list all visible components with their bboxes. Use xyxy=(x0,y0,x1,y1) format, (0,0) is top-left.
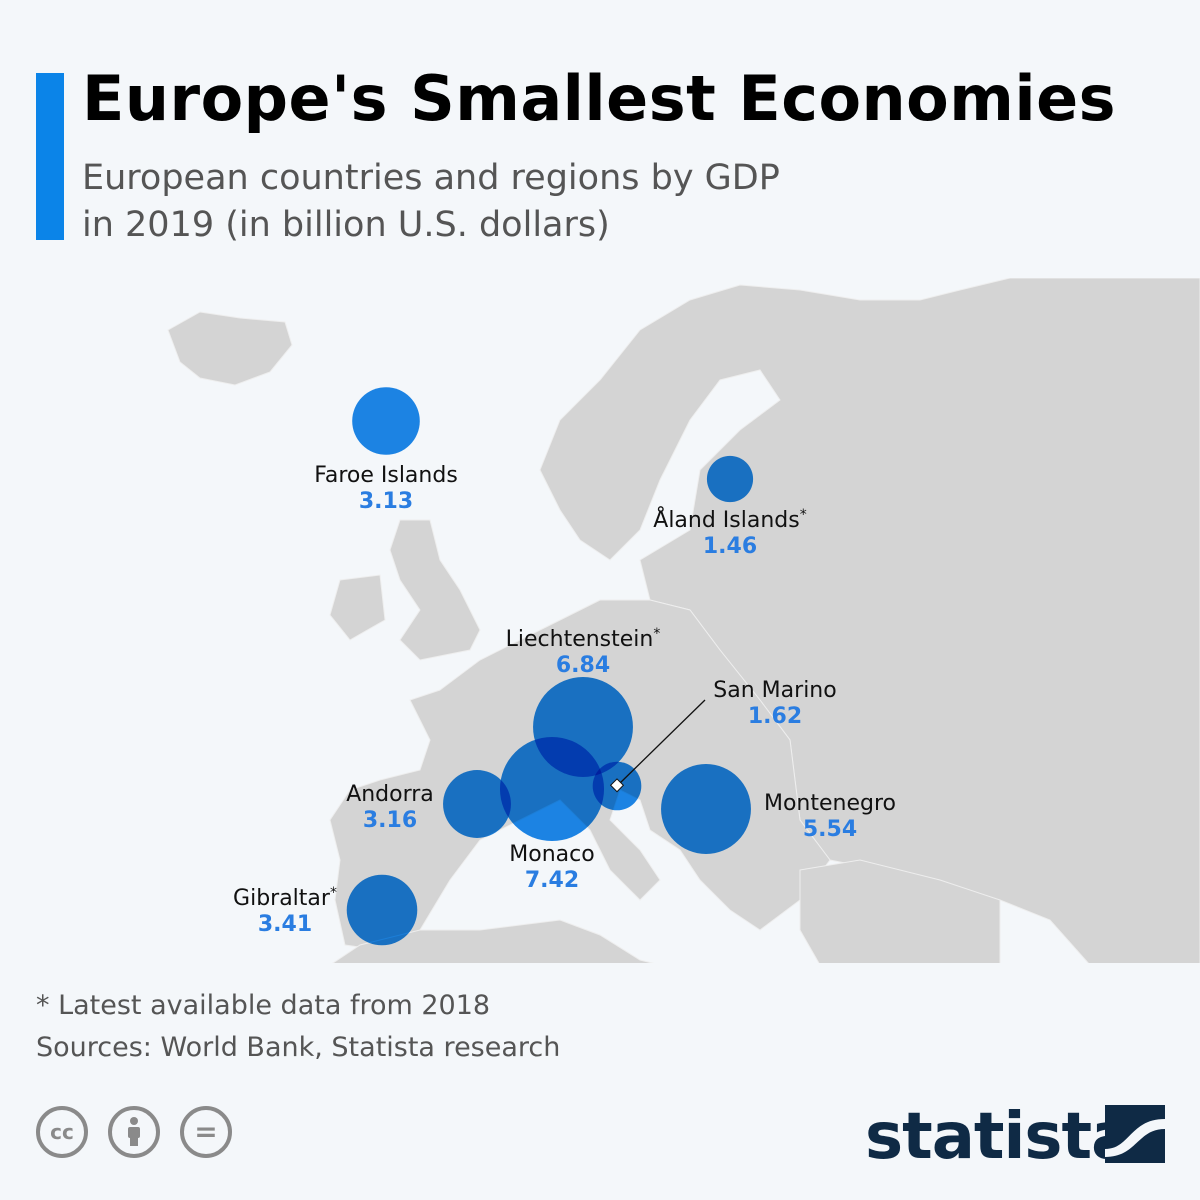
no-derivatives-icon[interactable]: = xyxy=(180,1106,232,1158)
value-faroe-islands: 3.13 xyxy=(359,489,413,514)
uk xyxy=(389,519,481,661)
label-montenegro: Montenegro xyxy=(764,791,896,816)
bubbles xyxy=(346,387,754,946)
accent-bar xyxy=(36,73,64,240)
bubble-gibraltar xyxy=(346,874,418,946)
sources: Sources: World Bank, Statista research xyxy=(36,1032,561,1063)
subtitle-line-2: in 2019 (in billion U.S. dollars) xyxy=(82,205,610,245)
bubble--land-islands xyxy=(706,455,754,503)
iceland xyxy=(167,311,293,386)
page-title: Europe's Smallest Economies xyxy=(82,62,1117,135)
value--land-islands: 1.46 xyxy=(703,534,757,559)
cc-icon[interactable]: cc xyxy=(36,1106,88,1158)
label-gibraltar: Gibraltar* xyxy=(233,885,337,911)
statista-logo[interactable]: statista xyxy=(865,1100,1134,1174)
statista-logo-mark xyxy=(1105,1105,1165,1163)
bubble-faroe-islands xyxy=(352,387,420,455)
label--land-islands: Åland Islands* xyxy=(653,506,806,533)
subtitle: European countries and regions by GDP in… xyxy=(82,155,882,249)
value-montenegro: 5.54 xyxy=(803,817,857,842)
value-andorra: 3.16 xyxy=(363,808,417,833)
label-san-marino: San Marino xyxy=(713,678,836,703)
attribution-icon[interactable] xyxy=(108,1106,160,1158)
value-liechtenstein: 6.84 xyxy=(556,653,610,678)
value-san-marino: 1.62 xyxy=(748,704,802,729)
label-faroe-islands: Faroe Islands xyxy=(314,463,458,488)
value-monaco: 7.42 xyxy=(525,868,579,893)
label-liechtenstein: Liechtenstein* xyxy=(506,626,661,652)
turkey xyxy=(799,859,1001,963)
bubble-montenegro xyxy=(661,764,751,854)
bubble-monaco xyxy=(499,736,605,842)
san-marino-leader-line xyxy=(616,699,706,787)
label-andorra: Andorra xyxy=(346,782,434,807)
label-monaco: Monaco xyxy=(509,842,594,867)
san-marino-marker xyxy=(609,778,625,793)
land-shapes xyxy=(167,278,1200,963)
subtitle-line-1: European countries and regions by GDP xyxy=(82,158,780,198)
ireland xyxy=(329,574,386,641)
footnote: * Latest available data from 2018 xyxy=(36,990,491,1021)
value-gibraltar: 3.41 xyxy=(258,912,312,937)
bubble-andorra xyxy=(443,770,511,838)
